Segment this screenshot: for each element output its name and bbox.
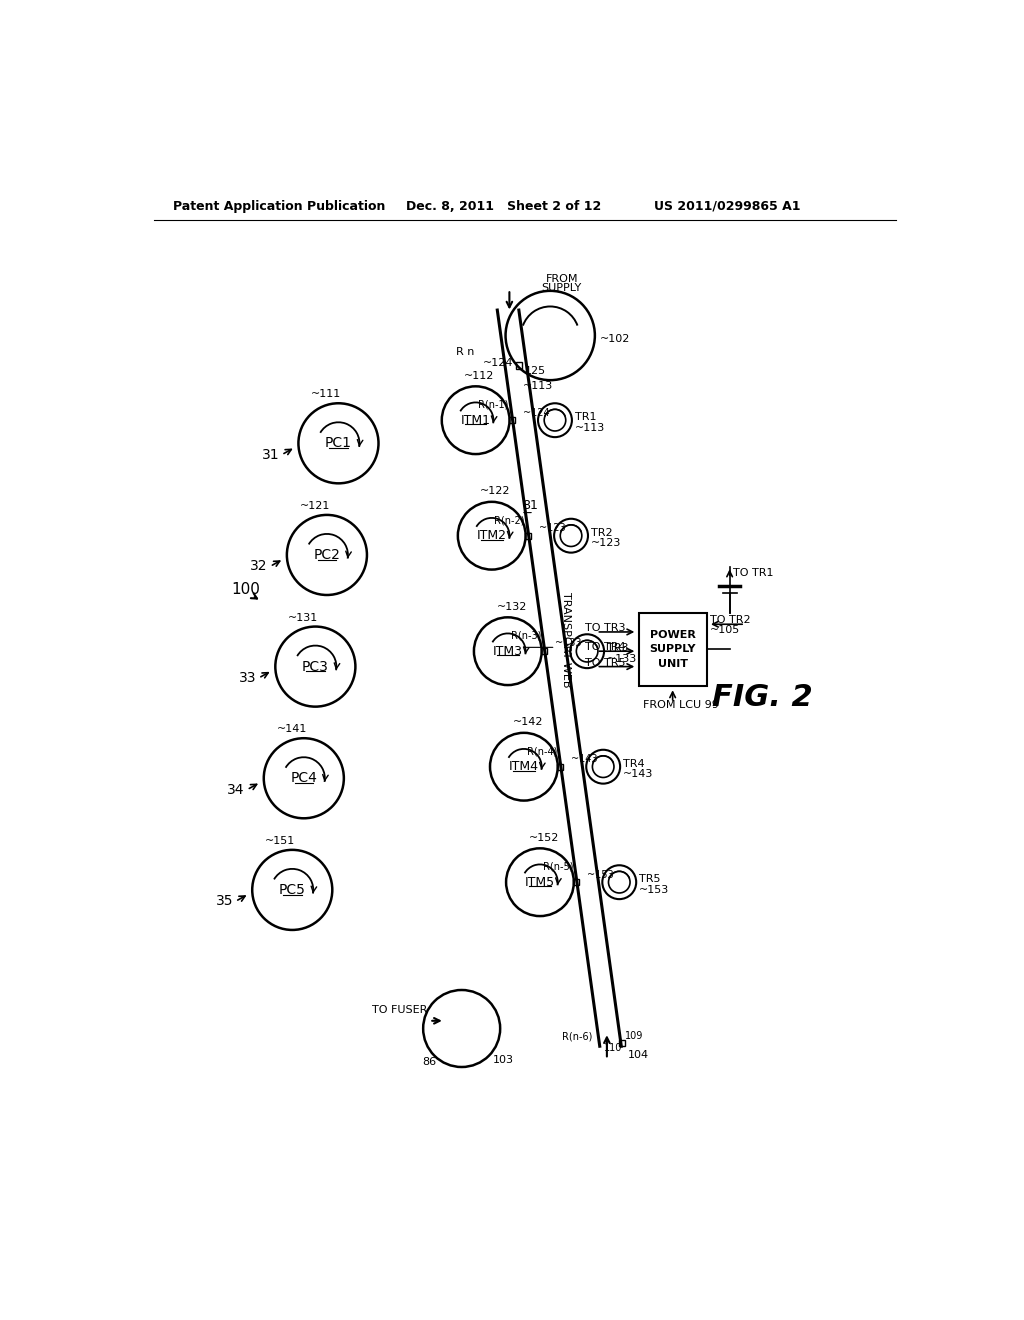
Text: ~122: ~122 xyxy=(480,486,511,496)
Text: 81: 81 xyxy=(522,499,539,512)
Text: ~153: ~153 xyxy=(639,884,670,895)
Text: R(n-3): R(n-3) xyxy=(511,631,541,640)
Text: ~121: ~121 xyxy=(300,500,330,511)
Text: TO TR1: TO TR1 xyxy=(733,568,773,578)
Text: ~124: ~124 xyxy=(483,358,514,368)
Text: 103: 103 xyxy=(493,1055,513,1065)
Text: ITM5: ITM5 xyxy=(525,875,555,888)
Text: POWER: POWER xyxy=(649,630,695,640)
Text: R(n-5): R(n-5) xyxy=(543,862,573,871)
Text: ~113: ~113 xyxy=(575,422,605,433)
Bar xyxy=(525,533,531,539)
Text: ~105: ~105 xyxy=(711,624,740,635)
Text: ~153: ~153 xyxy=(587,870,613,879)
Text: R(n-6): R(n-6) xyxy=(562,1031,592,1041)
Text: PC5: PC5 xyxy=(279,883,306,896)
Text: ~142: ~142 xyxy=(512,717,543,727)
Bar xyxy=(516,363,522,368)
Text: R(n-1): R(n-1) xyxy=(478,400,509,409)
Text: ~102: ~102 xyxy=(600,334,631,345)
Text: 32: 32 xyxy=(251,560,268,573)
Text: ~123: ~123 xyxy=(591,539,622,548)
Text: R(n-2): R(n-2) xyxy=(495,515,525,525)
Text: TR4: TR4 xyxy=(624,759,645,768)
Text: 31: 31 xyxy=(262,447,280,462)
Text: TR2: TR2 xyxy=(591,528,612,537)
Text: Dec. 8, 2011   Sheet 2 of 12: Dec. 8, 2011 Sheet 2 of 12 xyxy=(407,199,601,213)
Text: TR5: TR5 xyxy=(639,874,660,884)
Text: FROM LCU 99: FROM LCU 99 xyxy=(643,700,719,710)
Text: PC2: PC2 xyxy=(313,548,340,562)
Text: TO TR4: TO TR4 xyxy=(585,643,626,652)
Text: 34: 34 xyxy=(227,783,245,797)
Text: FIG. 2: FIG. 2 xyxy=(712,682,812,711)
Text: PC3: PC3 xyxy=(302,660,329,673)
Text: ~152: ~152 xyxy=(528,833,559,842)
Text: PC4: PC4 xyxy=(291,771,317,785)
Text: ITM1: ITM1 xyxy=(461,413,490,426)
Text: ~111: ~111 xyxy=(311,389,342,399)
Text: Patent Application Publication: Patent Application Publication xyxy=(173,199,385,213)
Text: 100: 100 xyxy=(231,582,260,597)
Text: ITM3: ITM3 xyxy=(493,644,523,657)
Text: ~124: ~124 xyxy=(522,408,549,417)
Text: TRANSPORT WEB: TRANSPORT WEB xyxy=(561,591,571,688)
Text: TR1: TR1 xyxy=(575,412,597,422)
Text: ~143: ~143 xyxy=(624,770,653,779)
Text: 86: 86 xyxy=(422,1057,436,1068)
Bar xyxy=(557,763,563,770)
Text: ~132: ~132 xyxy=(497,602,526,611)
Text: ~143: ~143 xyxy=(570,754,597,764)
Text: TO TR3: TO TR3 xyxy=(585,623,626,634)
Text: ~133: ~133 xyxy=(555,639,582,648)
Text: ~112: ~112 xyxy=(464,371,495,380)
Text: ~133: ~133 xyxy=(607,653,637,664)
Text: 35: 35 xyxy=(216,895,233,908)
Text: ~141: ~141 xyxy=(276,725,307,734)
Text: 104: 104 xyxy=(628,1051,649,1060)
Text: SUPPLY: SUPPLY xyxy=(542,282,582,293)
Text: ITM2: ITM2 xyxy=(477,529,507,543)
Bar xyxy=(620,1040,626,1047)
Text: US 2011/0299865 A1: US 2011/0299865 A1 xyxy=(654,199,801,213)
Text: 125: 125 xyxy=(524,366,546,376)
Text: ~123: ~123 xyxy=(539,523,565,533)
Text: TO TR2: TO TR2 xyxy=(711,615,751,626)
Text: FROM: FROM xyxy=(546,273,578,284)
Text: TO TR5: TO TR5 xyxy=(585,657,626,668)
Text: UNIT: UNIT xyxy=(657,659,688,669)
Text: ~113: ~113 xyxy=(522,381,553,392)
Bar xyxy=(573,879,580,886)
Text: SUPPLY: SUPPLY xyxy=(649,644,696,655)
Text: TR3: TR3 xyxy=(607,643,629,653)
Text: 110: 110 xyxy=(604,1043,623,1053)
Text: PC1: PC1 xyxy=(325,437,352,450)
Text: 109: 109 xyxy=(626,1031,644,1041)
Bar xyxy=(541,648,547,655)
Text: R n: R n xyxy=(457,347,475,356)
Text: TO FUSER: TO FUSER xyxy=(373,1005,428,1015)
Text: 33: 33 xyxy=(239,671,256,685)
Text: ~151: ~151 xyxy=(265,836,295,846)
Text: ~131: ~131 xyxy=(288,612,318,623)
Text: R(n-4): R(n-4) xyxy=(526,746,557,756)
Bar xyxy=(509,417,515,424)
Text: ITM4: ITM4 xyxy=(509,760,539,774)
